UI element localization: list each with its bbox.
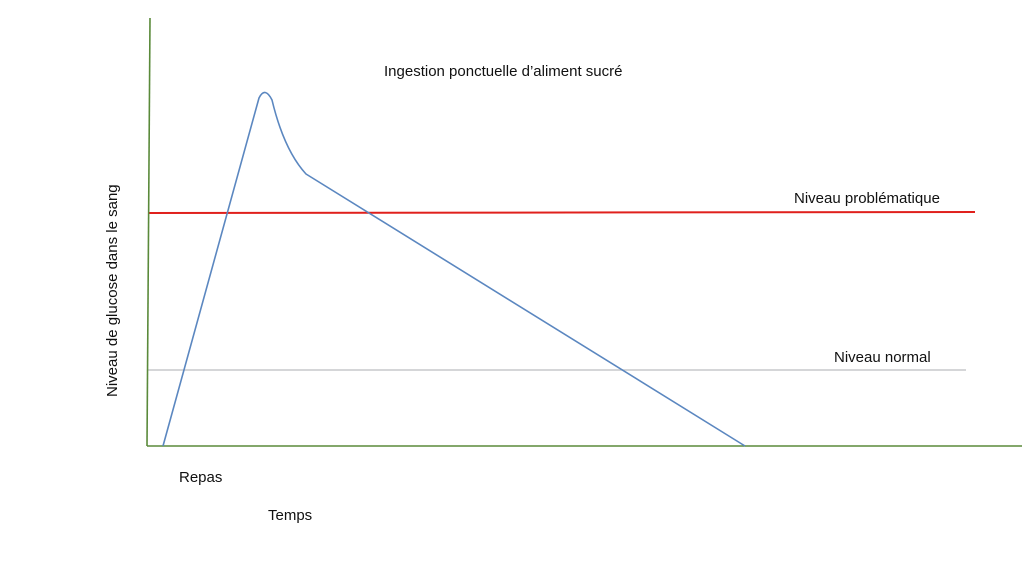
y-axis <box>146 17 151 447</box>
event-label-meal: Repas <box>179 469 222 486</box>
normal-level-label: Niveau normal <box>834 349 931 366</box>
diagram-title: Ingestion ponctuelle d’aliment sucré <box>384 63 622 80</box>
problematic-level-label: Niveau problématique <box>794 190 940 207</box>
x-axis-label: Temps <box>268 507 312 524</box>
y-axis-label: Niveau de glucose dans le sang <box>104 184 121 397</box>
glucose-curve <box>162 91 746 447</box>
problematic-level-line <box>147 211 976 214</box>
